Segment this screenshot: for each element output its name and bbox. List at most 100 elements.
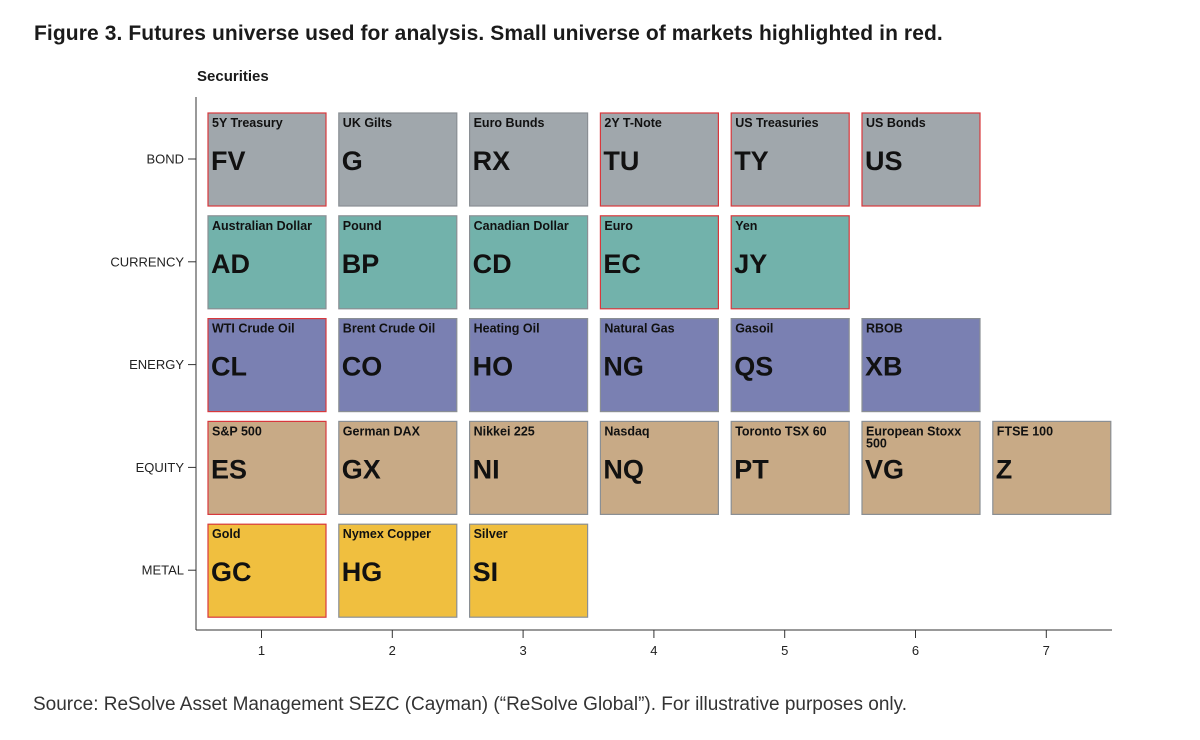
market-cell-code-cd: CD <box>473 249 512 279</box>
market-cell-cl: WTI Crude Oil CL <box>207 318 327 413</box>
market-cell-box-ty <box>730 112 850 207</box>
market-cell-code-cl: CL <box>211 352 247 382</box>
market-cell-nq: Nasdaq NQ <box>599 420 720 515</box>
market-cell-code-jy: JY <box>734 249 767 279</box>
market-cell-box-qs <box>730 318 850 413</box>
market-cell-box-ec <box>599 215 720 310</box>
market-cell-code-gc: GC <box>211 557 252 587</box>
market-cell-box-ho <box>469 318 589 413</box>
x-tick-label-7: 7 <box>1043 643 1050 658</box>
market-cell-name-xb: RBOB <box>866 322 903 336</box>
market-cell-si: Silver SI <box>469 523 589 618</box>
market-cells: 5Y Treasury FV UK Gilts G Euro Bunds RX 2Y T-N… <box>207 112 1112 618</box>
market-cell-ty: US Treasuries TY <box>730 112 850 207</box>
market-cell-code-bp: BP <box>342 249 380 279</box>
y-tick-label-energy: ENERGY <box>129 357 184 372</box>
market-cell-name-ec: Euro <box>604 219 633 233</box>
x-tick-label-6: 6 <box>912 643 919 658</box>
x-tick-label-4: 4 <box>650 643 657 658</box>
market-cell-code-pt: PT <box>734 454 769 484</box>
market-cell-name-gx: German DAX <box>343 424 421 438</box>
market-cell-code-ec: EC <box>603 249 641 279</box>
market-cell-name-ty: US Treasuries <box>735 116 818 130</box>
market-cell-ec: Euro EC <box>599 215 720 310</box>
market-cell-name-g: UK Gilts <box>343 116 392 130</box>
market-cell-code-co: CO <box>342 352 383 382</box>
market-cell-ni: Nikkei 225 NI <box>469 420 589 515</box>
market-cell-vg: European Stoxx 500 VG <box>861 420 981 515</box>
x-tick-label-1: 1 <box>258 643 265 658</box>
market-cell-us: US Bonds US <box>861 112 981 207</box>
market-cell-pt: Toronto TSX 60 PT <box>730 420 850 515</box>
market-cell-fv: 5Y Treasury FV <box>207 112 327 207</box>
market-cell-code-es: ES <box>211 454 247 484</box>
market-cell-ng: Natural Gas NG <box>599 318 720 413</box>
market-cell-tu: 2Y T-Note TU <box>599 112 720 207</box>
market-cell-code-ty: TY <box>734 146 769 176</box>
market-cell-code-vg: VG <box>865 454 904 484</box>
x-axis-ticks: 1 2 3 4 5 6 7 <box>258 630 1050 658</box>
market-cell-box-jy <box>730 215 850 310</box>
market-cell-name-si: Silver <box>474 527 508 541</box>
market-cell-name-fv: 5Y Treasury <box>212 116 283 130</box>
y-axis-ticks: BOND CURRENCY ENERGY EQUITY METAL <box>110 152 196 578</box>
market-cell-name-gc: Gold <box>212 527 240 541</box>
market-cell-name-co: Brent Crude Oil <box>343 322 435 336</box>
market-cell-qs: Gasoil QS <box>730 318 850 413</box>
market-cell-box-bp <box>338 215 458 310</box>
market-cell-box-cl <box>207 318 327 413</box>
market-cell-name-pt: Toronto TSX 60 <box>735 424 826 438</box>
market-cell-name-ho: Heating Oil <box>474 322 540 336</box>
market-cell-code-ad: AD <box>211 249 250 279</box>
market-cell-g: UK Gilts G <box>338 112 458 207</box>
market-cell-name-vg: European Stoxx 500 <box>866 424 961 450</box>
market-cell-name-nq: Nasdaq <box>604 424 649 438</box>
market-cell-gc: Gold GC <box>207 523 327 618</box>
market-cell-box-ad <box>207 215 327 310</box>
source-note: Source: ReSolve Asset Management SEZC (C… <box>33 694 907 715</box>
market-cell-box-co <box>338 318 458 413</box>
market-cell-bp: Pound BP <box>338 215 458 310</box>
market-cell-es: S&P 500 ES <box>207 420 327 515</box>
market-cell-box-tu <box>599 112 720 207</box>
market-cell-box-ng <box>599 318 720 413</box>
market-cell-name-jy: Yen <box>735 219 757 233</box>
x-tick-label-2: 2 <box>389 643 396 658</box>
chart-title: Figure 3. Futures universe used for anal… <box>34 22 943 45</box>
market-cell-name-cl: WTI Crude Oil <box>212 322 295 336</box>
y-tick-label-equity: EQUITY <box>136 460 185 475</box>
market-cell-ho: Heating Oil HO <box>469 318 589 413</box>
market-cell-code-ho: HO <box>473 352 513 382</box>
market-cell-box-hg <box>338 523 458 618</box>
market-cell-box-rx <box>469 112 589 207</box>
market-cell-box-cd <box>469 215 589 310</box>
y-tick-label-bond: BOND <box>146 152 184 167</box>
market-cell-code-si: SI <box>473 557 499 587</box>
market-cell-name-hg: Nymex Copper <box>343 527 431 541</box>
y-tick-label-currency: CURRENCY <box>110 254 184 269</box>
market-cell-box-g <box>338 112 458 207</box>
market-cell-box-nq <box>599 420 720 515</box>
market-cell-box-si <box>469 523 589 618</box>
market-cell-code-fv: FV <box>211 146 246 176</box>
market-cell-code-tu: TU <box>603 146 639 176</box>
market-cell-name-tu: 2Y T-Note <box>604 116 661 130</box>
market-cell-jy: Yen JY <box>730 215 850 310</box>
market-cell-name-z: FTSE 100 <box>997 424 1053 438</box>
market-cell-name-bp: Pound <box>343 219 382 233</box>
market-cell-name-qs: Gasoil <box>735 322 773 336</box>
market-cell-name-ni: Nikkei 225 <box>474 424 535 438</box>
market-cell-box-fv <box>207 112 327 207</box>
x-tick-label-5: 5 <box>781 643 788 658</box>
market-cell-code-z: Z <box>996 454 1013 484</box>
market-cell-box-z <box>992 420 1112 515</box>
x-tick-label-3: 3 <box>519 643 526 658</box>
market-cell-box-pt <box>730 420 850 515</box>
market-cell-name-es: S&P 500 <box>212 424 262 438</box>
market-cell-box-xb <box>861 318 981 413</box>
market-cell-box-gx <box>338 420 458 515</box>
market-cell-cd: Canadian Dollar CD <box>469 215 589 310</box>
market-cell-code-ng: NG <box>603 352 644 382</box>
market-cell-name-ad: Australian Dollar <box>212 219 312 233</box>
market-cell-rx: Euro Bunds RX <box>469 112 589 207</box>
